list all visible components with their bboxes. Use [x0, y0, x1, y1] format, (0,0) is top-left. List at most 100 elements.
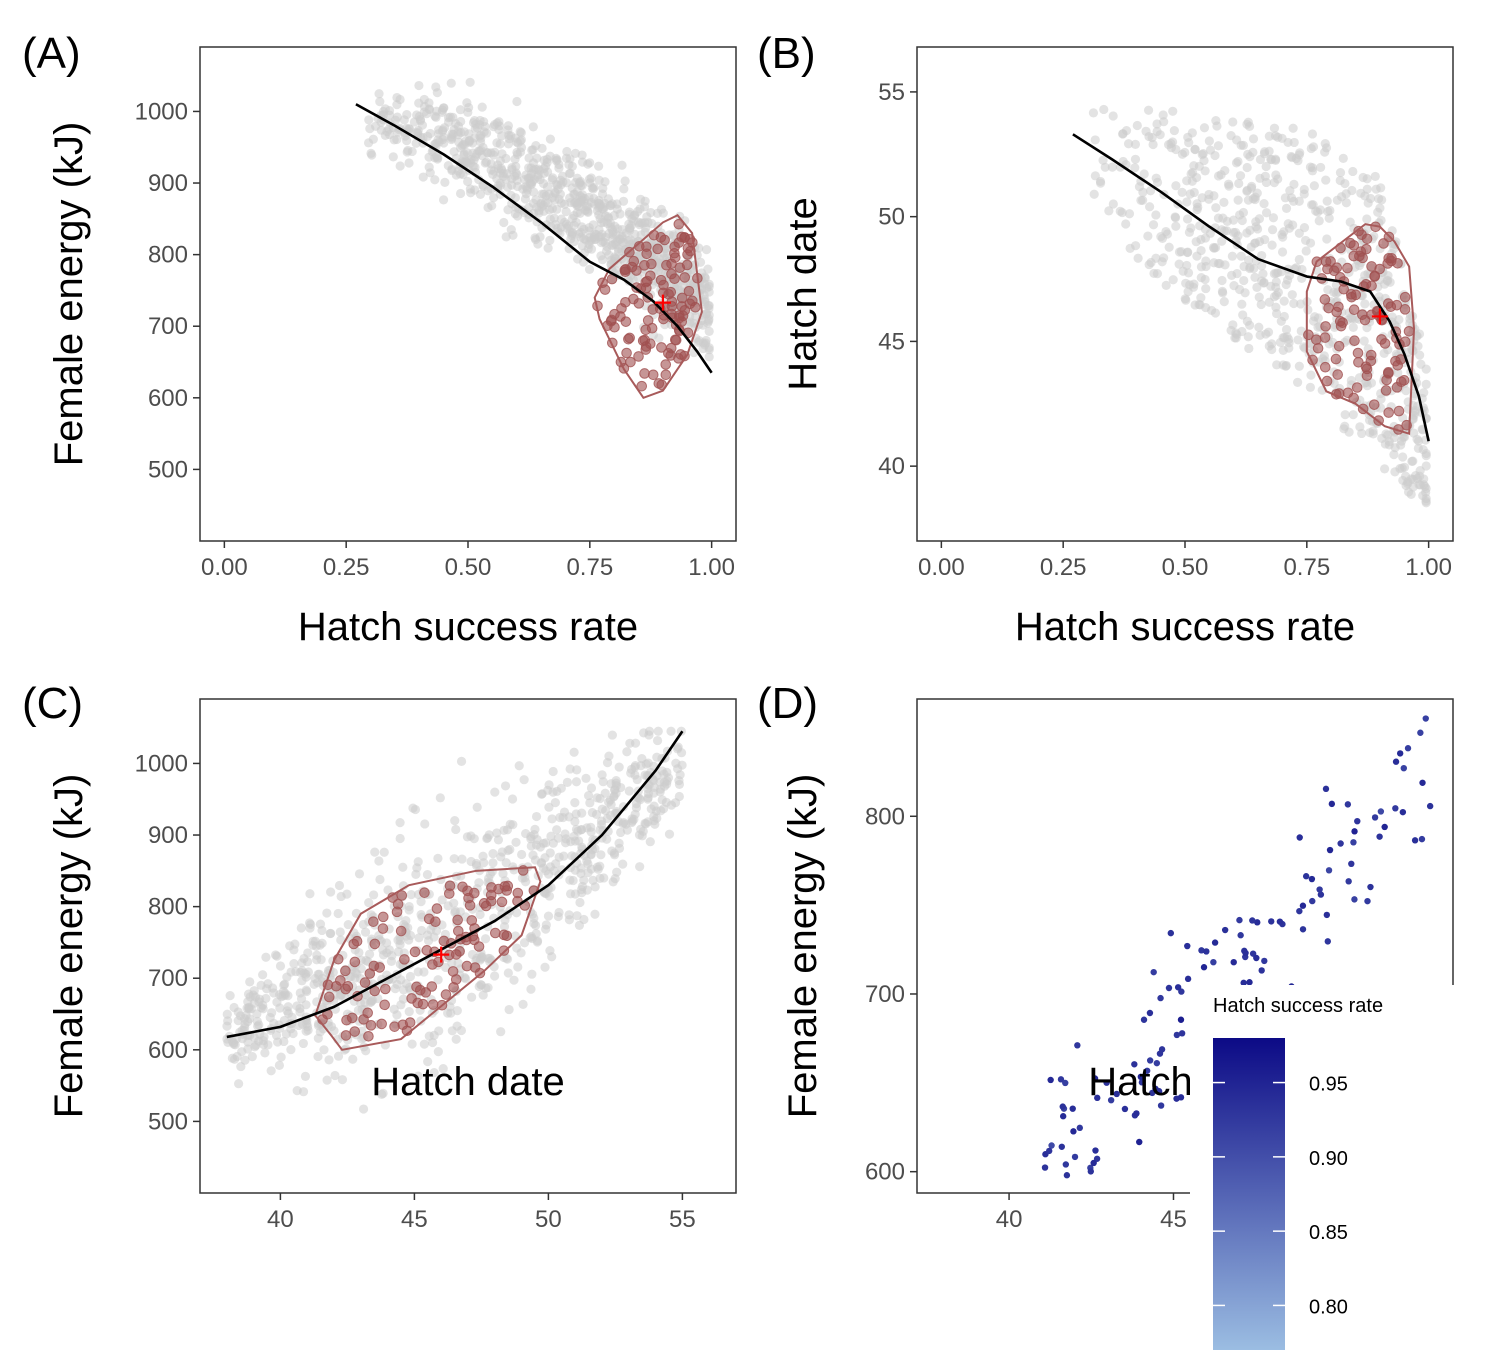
y-tick-label: 45 [878, 328, 905, 355]
background-point [600, 788, 610, 798]
background-point [1293, 377, 1303, 388]
highlight-point [501, 885, 513, 896]
y-tick-label: 600 [865, 1159, 905, 1186]
data-point [1299, 926, 1307, 933]
background-point [546, 831, 556, 841]
background-point [503, 845, 513, 856]
highlight-point [1399, 304, 1411, 315]
data-point [1296, 834, 1303, 841]
background-point [414, 111, 424, 122]
background-point [1201, 256, 1211, 266]
background-point [247, 1052, 257, 1062]
background-point [1130, 154, 1141, 164]
data-point [1337, 840, 1344, 847]
background-point [586, 864, 596, 874]
background-point [512, 175, 522, 185]
highlight-point [363, 1030, 374, 1042]
background-point [263, 979, 273, 989]
highlight-point [452, 914, 463, 926]
background-point [515, 147, 526, 157]
background-point [1395, 464, 1405, 474]
background-point [483, 202, 493, 213]
data-point [1400, 764, 1408, 772]
background-point [524, 173, 534, 183]
highlight-point [683, 285, 695, 297]
highlight-point [1332, 369, 1343, 380]
legend-title: Hatch success rate [1213, 995, 1383, 1017]
panel-a: (A) 0.00 0.25 0.50 0.75 1.00 500 600 700 800 900 1… [22, 29, 737, 649]
background-point [1279, 332, 1290, 343]
background-point [1355, 422, 1365, 432]
background-point [1276, 316, 1286, 326]
background-point [492, 138, 502, 148]
highlight-point [642, 315, 654, 326]
highlight-point [620, 296, 631, 308]
background-point [420, 819, 430, 829]
background-point [234, 1079, 244, 1089]
background-point [553, 911, 563, 922]
background-point [435, 793, 445, 803]
data-point [1221, 926, 1229, 934]
background-point [625, 738, 635, 748]
background-point [640, 196, 650, 206]
background-point [526, 834, 536, 844]
background-point [611, 775, 621, 786]
background-point [223, 1016, 233, 1026]
background-point [545, 235, 555, 245]
background-point [1171, 221, 1181, 231]
background-point [1359, 336, 1369, 346]
background-point [1405, 318, 1415, 328]
background-point [1296, 299, 1306, 309]
background-point [1249, 263, 1259, 274]
background-point [371, 121, 381, 131]
background-point [1377, 433, 1387, 443]
background-point [1256, 299, 1266, 310]
data-point [1136, 1138, 1143, 1146]
background-point [396, 1000, 406, 1010]
background-point [613, 224, 623, 234]
background-point [365, 997, 375, 1008]
x-tick-label: 40 [996, 1206, 1023, 1233]
background-point [470, 124, 480, 134]
background-point [1310, 312, 1320, 322]
highlight-point [653, 378, 665, 389]
highlight-point [647, 369, 659, 381]
background-point [333, 1051, 344, 1061]
background-point [675, 770, 685, 780]
data-point [1261, 957, 1268, 965]
background-point [398, 862, 408, 872]
background-point [599, 873, 609, 883]
background-point [664, 829, 675, 839]
highlight-point [409, 946, 421, 958]
background-point [533, 239, 543, 249]
background-point [384, 105, 395, 116]
background-point [383, 885, 393, 895]
panel-label: (B) [757, 29, 816, 78]
data-point [1236, 916, 1243, 924]
background-point [1090, 171, 1100, 181]
background-point [314, 969, 324, 979]
background-point [1277, 247, 1288, 257]
background-point [626, 220, 636, 231]
background-point [322, 908, 332, 918]
background-point [591, 809, 602, 820]
background-point [590, 909, 600, 919]
background-point [478, 851, 488, 861]
background-point [369, 890, 379, 900]
data-point [1325, 867, 1333, 874]
background-point [1244, 343, 1254, 354]
background-point [1169, 125, 1179, 136]
background-point [572, 911, 582, 921]
background-point [1151, 173, 1161, 183]
background-point [294, 1020, 304, 1031]
background-point [1180, 147, 1190, 158]
background-point [1235, 210, 1245, 220]
background-point [227, 1053, 238, 1063]
background-point [1234, 178, 1244, 189]
data-points [222, 726, 687, 1114]
background-point [1139, 169, 1149, 179]
background-point [414, 933, 424, 943]
data-point [1377, 808, 1385, 815]
background-point [374, 89, 384, 99]
